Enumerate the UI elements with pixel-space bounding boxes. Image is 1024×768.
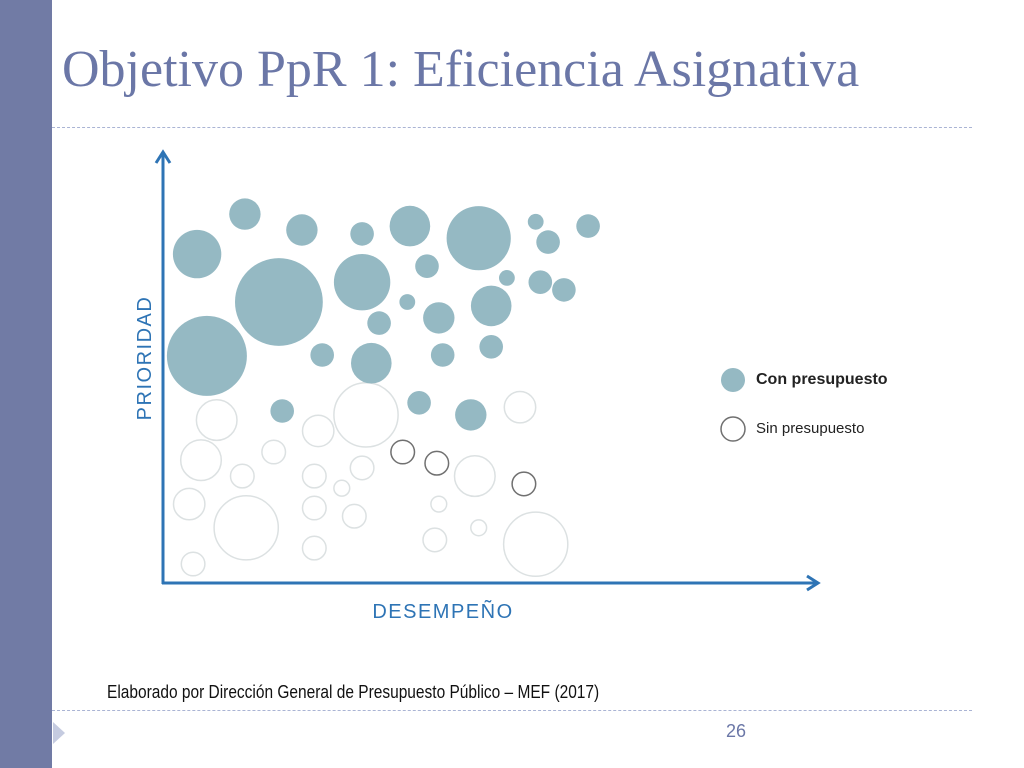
bubble-con-presupuesto bbox=[310, 343, 335, 367]
bubble-faded bbox=[172, 487, 206, 521]
bubble-con-presupuesto bbox=[446, 206, 511, 271]
bubble-con-presupuesto bbox=[399, 294, 416, 310]
bottom-divider bbox=[52, 710, 972, 711]
bubble-con-presupuesto bbox=[430, 343, 455, 367]
bubble-sin-presupuesto bbox=[390, 439, 416, 465]
bubble-layer bbox=[166, 198, 600, 578]
bubble-con-presupuesto bbox=[350, 222, 374, 246]
bubble-con-presupuesto bbox=[479, 335, 504, 359]
bubble-con-presupuesto bbox=[552, 278, 576, 302]
bubble-con-presupuesto bbox=[286, 214, 318, 246]
bubble-faded bbox=[430, 495, 448, 513]
bubble-con-presupuesto bbox=[229, 198, 261, 230]
legend-marker-sin-presupuesto bbox=[720, 416, 746, 442]
source-note: Elaborado por Dirección General de Presu… bbox=[107, 682, 600, 702]
legend-label-sin-presupuesto: Sin presupuesto bbox=[756, 420, 865, 437]
bubble-faded bbox=[261, 439, 287, 465]
bubble-faded bbox=[301, 463, 327, 489]
bubble-con-presupuesto bbox=[576, 214, 600, 238]
bubble-con-presupuesto bbox=[172, 229, 222, 279]
top-divider bbox=[52, 127, 972, 128]
legend-label-con-presupuesto: Con presupuesto bbox=[756, 371, 888, 388]
bubble-faded bbox=[179, 439, 223, 482]
bubble-faded bbox=[502, 511, 569, 578]
y-axis-label: PRIORIDAD bbox=[134, 295, 156, 421]
bubble-faded bbox=[470, 519, 488, 537]
bubble-con-presupuesto bbox=[499, 270, 515, 286]
page-title: Objetivo PpR 1: Eficiencia Asignativa bbox=[62, 41, 860, 98]
bubble-faded bbox=[422, 527, 448, 553]
bubble-con-presupuesto bbox=[270, 399, 295, 423]
bubble-faded bbox=[453, 455, 496, 498]
bubble-faded bbox=[301, 535, 327, 561]
bubble-faded bbox=[333, 479, 351, 497]
bubble-con-presupuesto bbox=[470, 285, 512, 327]
bubble-faded bbox=[180, 551, 206, 577]
bubble-con-presupuesto bbox=[407, 391, 431, 415]
bubble-con-presupuesto bbox=[389, 205, 431, 247]
x-axis-label: DESEMPEÑO bbox=[372, 601, 514, 623]
bubble-con-presupuesto bbox=[235, 258, 323, 346]
bubble-faded bbox=[229, 463, 255, 489]
bubble-con-presupuesto bbox=[415, 254, 439, 278]
bubble-con-presupuesto bbox=[166, 315, 247, 396]
bubble-faded bbox=[341, 503, 367, 529]
bubble-con-presupuesto bbox=[333, 254, 391, 311]
sidebar-band bbox=[0, 0, 52, 768]
bubble-faded bbox=[195, 399, 238, 442]
bubble-faded bbox=[333, 382, 399, 448]
page-number: 26 bbox=[726, 721, 747, 741]
y-axis-arrow bbox=[154, 149, 172, 164]
x-axis-arrow bbox=[806, 574, 821, 592]
bubble-faded bbox=[349, 455, 375, 481]
bubble-sin-presupuesto bbox=[511, 471, 537, 497]
bubble-faded bbox=[213, 494, 280, 561]
bubble-faded bbox=[503, 390, 537, 424]
bubble-con-presupuesto bbox=[528, 270, 553, 295]
bubble-con-presupuesto bbox=[423, 302, 455, 334]
bubble-sin-presupuesto bbox=[424, 450, 450, 476]
bubble-faded bbox=[301, 414, 335, 448]
bubble-con-presupuesto bbox=[455, 399, 487, 431]
bubble-faded bbox=[301, 495, 327, 521]
bubble-con-presupuesto bbox=[536, 230, 560, 254]
triangle-marker-icon bbox=[53, 722, 65, 744]
bubble-con-presupuesto bbox=[351, 342, 392, 384]
bubble-con-presupuesto bbox=[367, 311, 391, 335]
bubble-con-presupuesto bbox=[527, 213, 544, 230]
legend-marker-con-presupuesto bbox=[721, 368, 745, 392]
